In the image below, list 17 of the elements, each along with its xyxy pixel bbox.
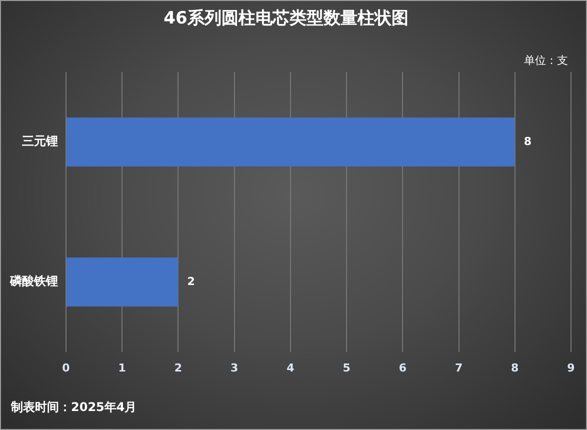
x-tick-label: 6 <box>398 361 407 374</box>
text: 制表时间：2025年4月 <box>11 399 137 416</box>
text: 单位：支 <box>524 53 568 68</box>
y-tick-label: 三元锂 <box>22 134 58 148</box>
x-tick-label: 5 <box>342 361 350 374</box>
x-tick-label: 2 <box>174 361 182 374</box>
chart-title: 46系列圆柱电芯类型数量柱状图 <box>164 8 408 29</box>
data-label: 8 <box>524 134 532 148</box>
x-tick-label: 0 <box>62 361 70 374</box>
data-label: 2 <box>187 274 195 288</box>
x-tick-label: 1 <box>118 361 126 374</box>
x-tick-label: 7 <box>454 361 463 374</box>
y-tick-label: 磷酸铁锂 <box>9 274 58 288</box>
x-tick-label: 4 <box>286 361 295 374</box>
x-tick-label: 9 <box>567 361 575 374</box>
x-tick-label: 3 <box>230 361 238 374</box>
x-tick-label: 8 <box>511 361 519 374</box>
